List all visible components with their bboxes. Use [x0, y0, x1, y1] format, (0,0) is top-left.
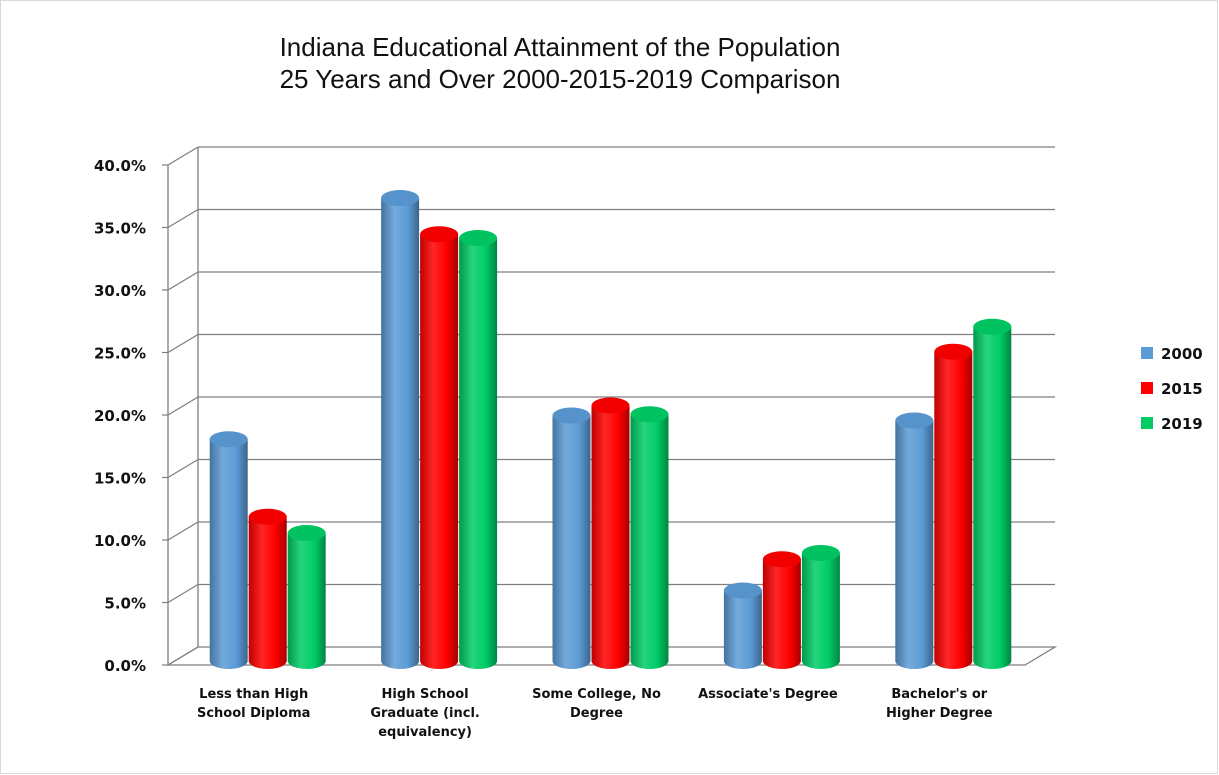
gridline-depth — [167, 146, 199, 166]
bar — [630, 406, 669, 669]
x-category-label: equivalency) — [378, 725, 472, 740]
bar-body — [934, 351, 973, 669]
bar-top — [381, 190, 420, 206]
bar-top — [248, 508, 287, 525]
x-axis-categories: Less than High School Diploma High School G… — [197, 687, 993, 740]
gridline-depth — [167, 333, 199, 354]
chart-title: Indiana Educational Attainment of the Po… — [280, 32, 841, 94]
bar-body — [381, 198, 420, 669]
bar-top — [209, 431, 248, 448]
bar — [934, 343, 973, 669]
bar-top — [552, 407, 591, 424]
y-tick-label: 35.0% — [94, 220, 146, 238]
bar — [459, 230, 498, 669]
x-category-label: Associate's Degree — [698, 687, 838, 702]
gridline-depth — [167, 396, 199, 416]
bar — [973, 318, 1012, 669]
x-category-label: Bachelor's or — [891, 687, 987, 702]
gridline-depth — [167, 458, 199, 479]
legend-swatch — [1141, 417, 1153, 429]
x-category-label: Higher Degree — [886, 706, 993, 721]
y-axis-ticks: 0.0% 5.0% 10.0% 15.0% 20.0% 25.0% 30.0% 35.0% 40… — [94, 157, 146, 675]
x-category-label: Graduate (incl. — [370, 706, 480, 721]
bar-body — [973, 326, 1012, 669]
bar-top — [762, 551, 801, 568]
bars — [209, 190, 1012, 669]
bar-body — [895, 420, 934, 669]
bar-body — [420, 234, 459, 669]
legend-swatch — [1141, 382, 1153, 394]
x-category-label: Degree — [570, 706, 623, 721]
bar-top — [459, 230, 498, 246]
bar — [420, 226, 459, 669]
legend-label: 2019 — [1161, 415, 1203, 433]
bar-body — [630, 414, 669, 669]
gridline-depth — [167, 583, 199, 604]
bar-top — [591, 397, 630, 414]
bar — [762, 551, 801, 669]
x-category-label: School Diploma — [197, 706, 310, 721]
bar — [248, 508, 287, 669]
y-tick-label: 0.0% — [104, 657, 146, 675]
bar — [287, 525, 326, 669]
bar — [209, 431, 248, 669]
bar-top — [420, 226, 459, 243]
bar-top — [723, 582, 762, 599]
y-tick-label: 25.0% — [94, 345, 146, 363]
bar-body — [287, 533, 326, 669]
chart-title-line: Indiana Educational Attainment of the Po… — [280, 32, 841, 62]
x-category-label: High School — [382, 687, 469, 702]
bar-top — [934, 343, 973, 360]
bar-body — [552, 415, 591, 669]
bar — [723, 582, 762, 669]
legend-label: 2000 — [1161, 345, 1203, 363]
bar — [381, 190, 420, 669]
bar-top — [973, 318, 1012, 335]
bar — [895, 412, 934, 669]
y-tick-label: 5.0% — [104, 595, 146, 613]
bar-body — [801, 553, 840, 669]
bar-top — [630, 406, 669, 423]
gridline-depth — [167, 521, 199, 541]
gridline-depth — [167, 271, 199, 291]
bar-body — [762, 559, 801, 669]
legend-swatch — [1141, 347, 1153, 359]
legend-label: 2015 — [1161, 380, 1203, 398]
bar — [552, 407, 591, 669]
gridline-depth — [167, 208, 199, 229]
legend: 2000 2015 2019 — [1141, 345, 1203, 433]
y-tick-label: 10.0% — [94, 532, 146, 550]
bar-top — [801, 545, 840, 561]
bar-body — [723, 590, 762, 669]
bar-body — [209, 439, 248, 669]
y-tick-label: 15.0% — [94, 470, 146, 488]
y-tick-label: 30.0% — [94, 282, 146, 300]
y-tick-label: 20.0% — [94, 407, 146, 425]
x-category-label: Less than High — [199, 687, 308, 702]
bar-top — [895, 412, 934, 429]
bar-body — [459, 238, 498, 669]
bar — [801, 545, 840, 669]
bar-body — [248, 516, 287, 669]
x-category-label: Some College, No — [532, 687, 661, 702]
bar — [591, 397, 630, 669]
bar-body — [591, 405, 630, 669]
bar-top — [287, 525, 326, 541]
chart-title-line: 25 Years and Over 2000-2015-2019 Compari… — [280, 64, 841, 94]
y-tick-label: 40.0% — [94, 157, 146, 175]
